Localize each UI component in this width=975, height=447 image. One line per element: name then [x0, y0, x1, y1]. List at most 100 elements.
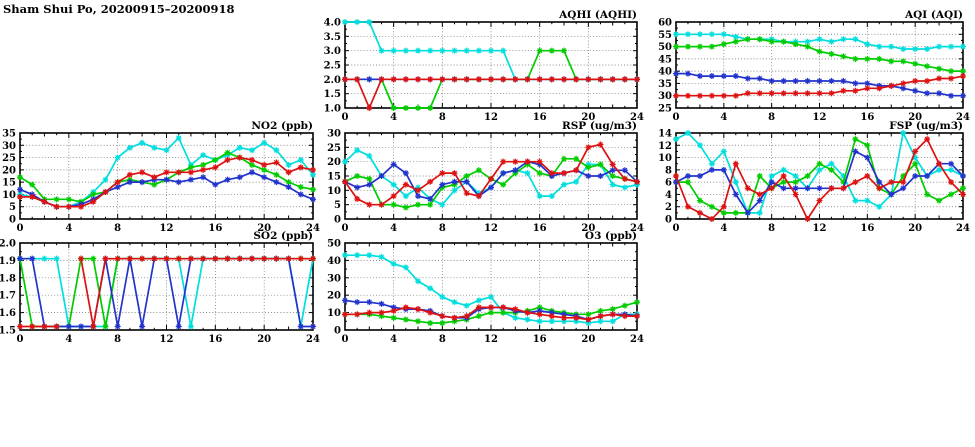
series-green	[673, 36, 966, 75]
y-tick-label: 10	[658, 153, 672, 164]
series-markers-red	[673, 73, 966, 99]
x-tick-label: 12	[813, 112, 827, 123]
tick-marks	[675, 21, 964, 109]
series-red	[342, 304, 640, 323]
y-tick-label: 30	[2, 141, 16, 152]
series-markers-green	[673, 36, 966, 75]
x-tick-label: 4	[720, 112, 727, 123]
x-tick-label: 8	[768, 112, 775, 123]
y-tick-label: 4.0	[324, 18, 341, 29]
x-tick-label: 24	[306, 223, 320, 234]
x-tick-label: 20	[257, 223, 271, 234]
series-red	[342, 76, 640, 111]
series-markers-red	[342, 141, 640, 208]
x-tick-label: 16	[860, 112, 874, 123]
x-tick-label: 24	[630, 334, 644, 345]
x-tick-label: 20	[257, 334, 271, 345]
chart-no2: 0 5 10 15 20 25 30 35 0 4 8 12 16 20 24 NO2 (ppb)	[0, 117, 322, 240]
x-tick-label: 0	[673, 112, 680, 123]
y-tick-label: 3.5	[324, 32, 341, 43]
y-tick-label: 5	[334, 200, 341, 211]
x-tick-label: 8	[768, 223, 775, 234]
x-tick-label: 0	[17, 223, 24, 234]
y-tick-label: 30	[658, 91, 672, 102]
y-tick-label: 3.0	[324, 46, 341, 57]
y-tick-label: 1.5	[0, 326, 16, 337]
y-tick-label: 2.0	[324, 75, 341, 86]
x-tick-label: 12	[813, 223, 827, 234]
y-tick-label: 60	[658, 18, 672, 29]
y-tick-label: 0	[9, 215, 16, 226]
y-tick-label: 15	[327, 172, 341, 183]
chart-title-aqi: AQI (AQI)	[904, 9, 963, 21]
axis-labels: 0 5 10 15 20 25 30 0 4 8 12 16 20 24	[327, 129, 644, 235]
chart-title-o3: O3 (ppb)	[585, 230, 637, 242]
y-tick-label: 10	[327, 308, 341, 319]
chart-canvas-o3: 0 10 20 30 40 50 0 4 8 12 16 20 24 O3 (ppb)	[327, 230, 644, 345]
y-tick-label: 2.5	[324, 61, 341, 72]
x-tick-label: 4	[390, 223, 397, 234]
x-tick-label: 8	[439, 223, 446, 234]
series-markers-blue	[673, 70, 966, 99]
chart-title-aqhi: AQHI (AQHI)	[558, 9, 637, 21]
y-tick-label: 35	[658, 79, 672, 90]
y-tick-label: 55	[658, 30, 672, 41]
x-tick-label: 12	[484, 112, 498, 123]
chart-so2: 1.5 1.6 1.7 1.8 1.9 2.0 0 4 8 12 16 20 24 SO2 (ppb)	[0, 227, 322, 351]
y-tick-label: 1.0	[324, 104, 341, 115]
x-tick-label: 16	[533, 112, 547, 123]
chart-canvas-so2: 1.5 1.6 1.7 1.8 1.9 2.0 0 4 8 12 16 20 24 SO2 (ppb)	[0, 230, 320, 345]
y-tick-label: 14	[658, 129, 672, 140]
y-tick-label: 6	[665, 178, 672, 189]
series-cyan	[342, 252, 640, 327]
x-tick-label: 24	[306, 334, 320, 345]
x-tick-label: 12	[160, 223, 174, 234]
y-tick-label: 1.5	[324, 89, 341, 100]
tick-marks	[19, 132, 314, 220]
y-tick-label: 25	[2, 153, 16, 164]
series-markers-red	[673, 136, 966, 222]
y-tick-label: 1.7	[0, 291, 16, 302]
x-tick-label: 24	[956, 112, 970, 123]
y-tick-label: 1.9	[0, 256, 16, 267]
y-tick-label: 1.8	[0, 273, 16, 284]
x-tick-label: 0	[342, 112, 349, 123]
chart-title-rsp: RSP (ug/m3)	[562, 120, 637, 132]
y-tick-label: 20	[327, 157, 341, 168]
x-tick-label: 8	[114, 223, 121, 234]
x-tick-label: 20	[581, 334, 595, 345]
x-tick-label: 20	[908, 223, 922, 234]
x-tick-label: 0	[342, 334, 349, 345]
x-tick-label: 4	[65, 223, 72, 234]
chart-title-no2: NO2 (ppb)	[251, 120, 313, 132]
x-tick-label: 20	[581, 112, 595, 123]
y-tick-label: 5	[9, 202, 16, 213]
y-tick-label: 8	[665, 165, 672, 176]
y-tick-label: 12	[658, 141, 672, 152]
y-tick-label: 4	[665, 190, 672, 201]
y-tick-label: 45	[658, 54, 672, 65]
series-red	[673, 73, 966, 99]
x-tick-label: 24	[956, 223, 970, 234]
x-tick-label: 24	[630, 223, 644, 234]
y-tick-label: 25	[658, 104, 672, 115]
x-tick-label: 0	[342, 223, 349, 234]
x-tick-label: 16	[208, 334, 222, 345]
x-tick-label: 12	[160, 334, 174, 345]
x-tick-label: 20	[581, 223, 595, 234]
x-tick-label: 4	[65, 334, 72, 345]
y-tick-label: 15	[2, 178, 16, 189]
x-tick-label: 12	[484, 334, 498, 345]
y-tick-label: 0	[665, 215, 672, 226]
series-markers-red	[342, 304, 640, 323]
series-markers-red	[17, 255, 316, 330]
x-tick-label: 0	[673, 223, 680, 234]
series-red	[342, 141, 640, 208]
x-tick-label: 16	[208, 223, 222, 234]
